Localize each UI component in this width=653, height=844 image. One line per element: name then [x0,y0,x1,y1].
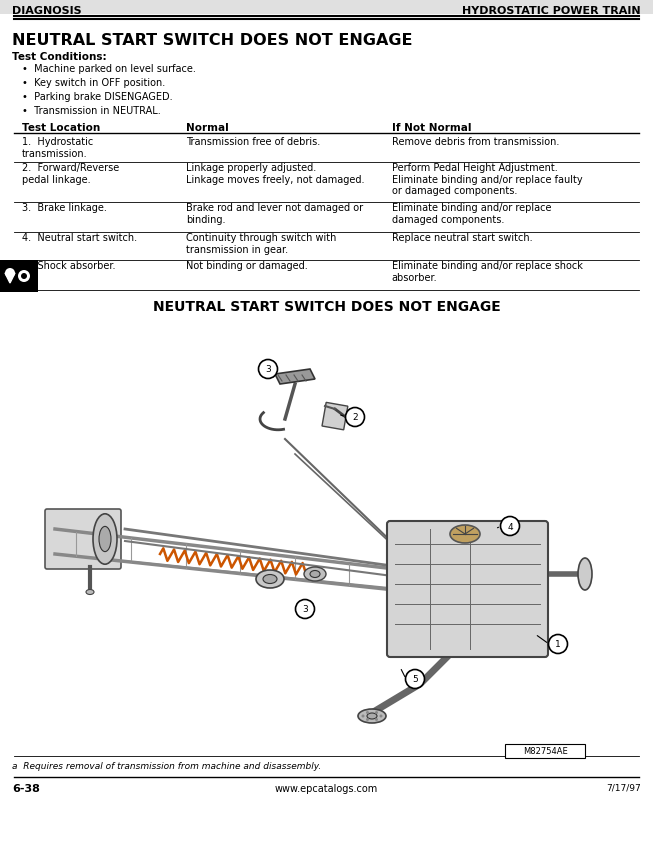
Text: If Not Normal: If Not Normal [392,123,471,133]
Text: Linkage properly adjusted.
Linkage moves freely, not damaged.: Linkage properly adjusted. Linkage moves… [186,163,364,184]
Text: Test Conditions:: Test Conditions: [12,52,106,62]
Ellipse shape [99,527,111,552]
Polygon shape [5,273,15,284]
Text: Replace neutral start switch.: Replace neutral start switch. [392,233,532,243]
Ellipse shape [450,525,480,544]
Circle shape [259,360,278,379]
Text: 4.  Neutral start switch.: 4. Neutral start switch. [22,233,136,243]
Ellipse shape [256,571,284,588]
Circle shape [345,408,364,427]
Text: 1.  Hydrostatic
transmission.: 1. Hydrostatic transmission. [22,137,93,159]
Ellipse shape [578,559,592,590]
Text: www.epcatalogs.com: www.epcatalogs.com [275,783,378,793]
Text: Eliminate binding and/or replace shock
absorber.: Eliminate binding and/or replace shock a… [392,261,582,282]
Text: 6-38: 6-38 [12,783,40,793]
Text: •  Key switch in OFF position.: • Key switch in OFF position. [22,78,165,88]
Text: NEUTRAL START SWITCH DOES NOT ENGAGE: NEUTRAL START SWITCH DOES NOT ENGAGE [153,300,500,314]
Text: •  Transmission in NEUTRAL.: • Transmission in NEUTRAL. [22,106,161,116]
Circle shape [375,711,378,714]
Bar [322,403,348,430]
Text: 2.  Forward/Reverse
pedal linkage.: 2. Forward/Reverse pedal linkage. [22,163,119,184]
Polygon shape [275,370,315,385]
Text: 3.  Brake linkage.: 3. Brake linkage. [22,203,106,213]
Text: •  Machine parked on level surface.: • Machine parked on level surface. [22,64,196,74]
Ellipse shape [263,575,277,584]
Text: 3: 3 [302,605,308,614]
Text: DIAGNOSIS: DIAGNOSIS [12,6,82,16]
Circle shape [549,635,567,654]
Text: 5: 5 [412,674,418,684]
Text: M82754AE: M82754AE [522,747,567,755]
Circle shape [500,517,520,536]
Ellipse shape [358,709,386,723]
Ellipse shape [93,514,117,565]
Text: Not binding or damaged.: Not binding or damaged. [186,261,308,271]
Ellipse shape [310,571,320,578]
Circle shape [366,718,369,721]
Circle shape [379,715,383,717]
FancyBboxPatch shape [45,510,121,570]
Ellipse shape [367,713,377,719]
Circle shape [296,600,315,619]
Bar [0,0,653,15]
Text: 5.  Shock absorber.: 5. Shock absorber. [22,261,115,271]
Text: NEUTRAL START SWITCH DOES NOT ENGAGE: NEUTRAL START SWITCH DOES NOT ENGAGE [12,33,413,48]
Text: Eliminate binding and/or replace
damaged components.: Eliminate binding and/or replace damaged… [392,203,551,225]
FancyBboxPatch shape [387,522,548,657]
Text: Perform Pedal Height Adjustment.
Eliminate binding and/or replace faulty
or dama: Perform Pedal Height Adjustment. Elimina… [392,163,582,196]
Text: 2: 2 [352,413,358,422]
Circle shape [18,271,30,283]
Text: a  Requires removal of transmission from machine and disassembly.: a Requires removal of transmission from … [12,761,321,770]
Circle shape [375,718,378,721]
Bar [0,261,38,293]
Text: •  Parking brake DISENGAGED.: • Parking brake DISENGAGED. [22,92,172,102]
Text: Normal: Normal [186,123,229,133]
Text: Transmission free of debris.: Transmission free of debris. [186,137,321,147]
Circle shape [21,273,27,279]
Circle shape [406,669,424,689]
Text: 4: 4 [507,522,513,531]
Ellipse shape [304,567,326,582]
Circle shape [5,268,15,279]
Text: 1: 1 [555,640,561,649]
Text: Remove debris from transmission.: Remove debris from transmission. [392,137,559,147]
Bar [505,744,585,758]
Circle shape [366,711,369,714]
Circle shape [362,715,364,717]
Ellipse shape [86,590,94,595]
Text: 7/17/97: 7/17/97 [606,783,641,792]
Text: 3: 3 [265,365,271,374]
Text: Brake rod and lever not damaged or
binding.: Brake rod and lever not damaged or bindi… [186,203,363,225]
Text: HYDROSTATIC POWER TRAIN: HYDROSTATIC POWER TRAIN [462,6,641,16]
Text: Continuity through switch with
transmission in gear.: Continuity through switch with transmiss… [186,233,336,254]
Text: Test Location: Test Location [22,123,100,133]
